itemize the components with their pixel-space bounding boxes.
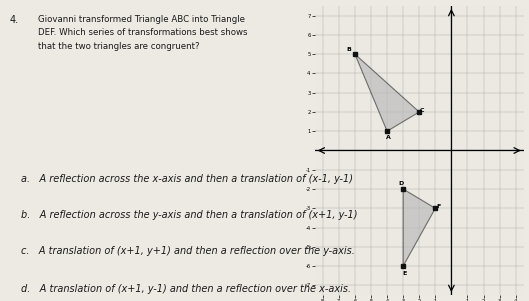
Text: a.   A reflection across the x-axis and then a translation of (x-1, y-1): a. A reflection across the x-axis and th… (21, 174, 353, 184)
Text: b.   A reflection across the y-axis and then a translation of (x+1, y-1): b. A reflection across the y-axis and th… (21, 209, 358, 220)
Text: D: D (398, 181, 404, 186)
Text: A: A (386, 135, 391, 141)
Polygon shape (403, 189, 435, 266)
Polygon shape (355, 54, 419, 131)
Text: C: C (420, 107, 425, 113)
Text: 4.: 4. (10, 15, 19, 25)
Text: Giovanni transformed Triangle ABC into Triangle
DEF. Which series of transformat: Giovanni transformed Triangle ABC into T… (38, 15, 248, 51)
Text: B: B (346, 47, 351, 52)
Text: c.   A translation of (x+1, y+1) and then a reflection over the y-axis.: c. A translation of (x+1, y+1) and then … (21, 246, 355, 256)
Text: F: F (436, 204, 441, 209)
Text: E: E (403, 271, 407, 276)
Text: d.   A translation of (x+1, y-1) and then a reflection over the x-axis.: d. A translation of (x+1, y-1) and then … (21, 284, 351, 294)
